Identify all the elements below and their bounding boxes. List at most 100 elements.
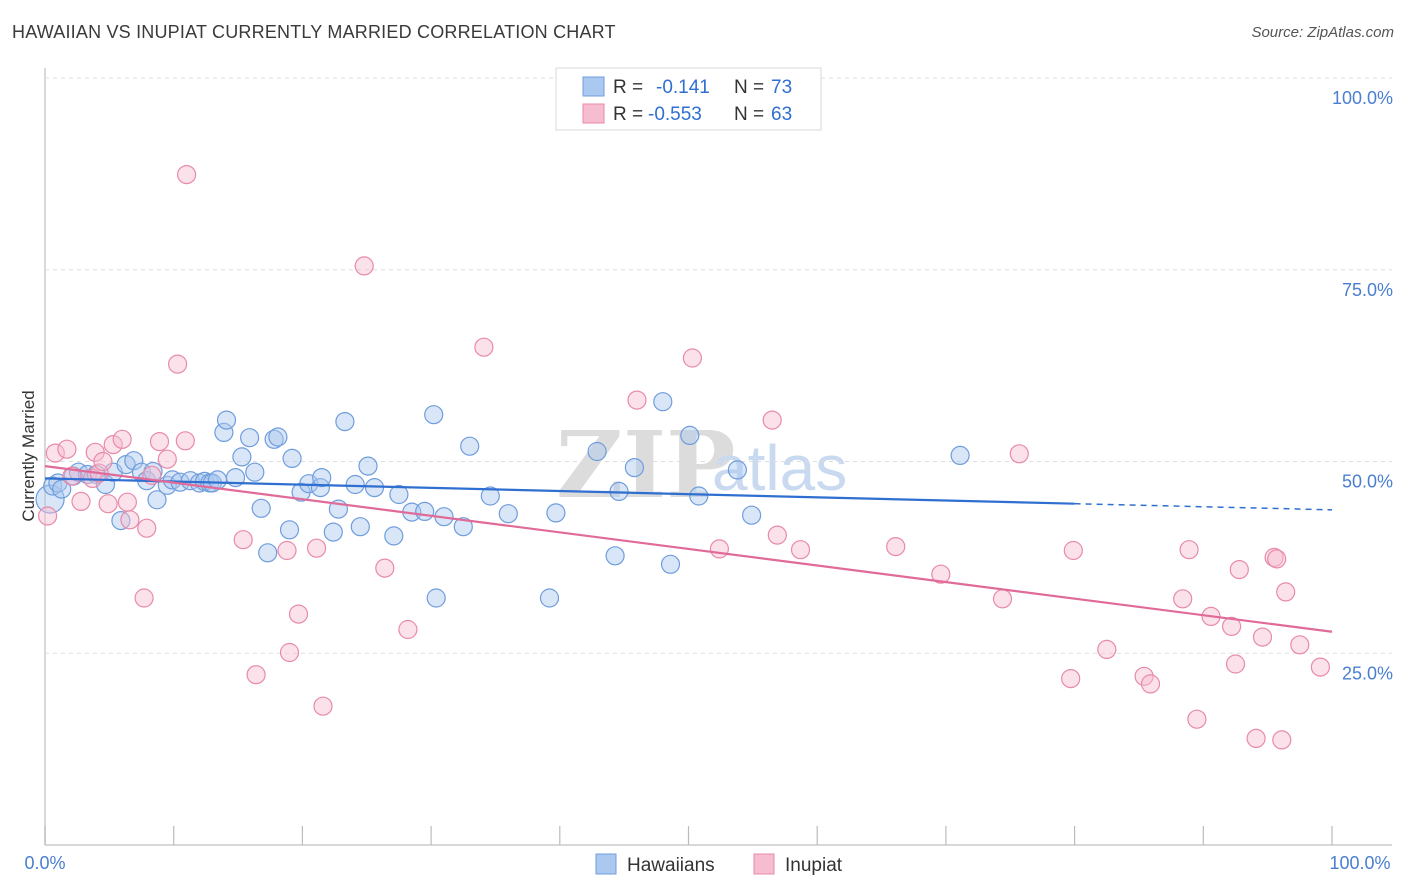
inupiat-point bbox=[137, 518, 157, 538]
hawaiians-point bbox=[345, 474, 365, 495]
y-axis-label: Currently Married bbox=[19, 390, 38, 521]
inupiat-point bbox=[1229, 559, 1249, 580]
inupiat-point bbox=[157, 449, 177, 469]
legend-r-label-2: R = bbox=[613, 104, 643, 125]
legend-n-value-2: 63 bbox=[771, 104, 792, 125]
inupiat-point bbox=[1061, 668, 1081, 689]
inupiat-point bbox=[1221, 616, 1242, 637]
inupiat-point bbox=[62, 466, 82, 486]
inupiat-point bbox=[57, 439, 77, 459]
hawaiians-point bbox=[268, 427, 288, 447]
inupiat-point bbox=[762, 410, 782, 430]
hawaiians-point bbox=[498, 504, 518, 524]
trend-line-hawaiians-extension bbox=[1074, 502, 1333, 511]
hawaiians-point bbox=[480, 486, 500, 506]
inupiat-point bbox=[117, 492, 138, 512]
inupiat-point bbox=[168, 354, 188, 374]
hawaiians-point bbox=[950, 445, 970, 465]
inupiat-point bbox=[93, 451, 113, 472]
legend-swatch-hawaiians bbox=[582, 76, 605, 97]
inupiat-point bbox=[1134, 666, 1154, 686]
inupiat-point bbox=[1310, 657, 1331, 677]
inupiat-point bbox=[1097, 639, 1117, 660]
hawaiians-point bbox=[52, 479, 72, 499]
inupiat-point bbox=[790, 540, 811, 560]
inupiat-point bbox=[279, 642, 300, 663]
correlation-legend: R = -0.141 N = 73 R = -0.553 N = 63 bbox=[555, 67, 822, 131]
bottom-legend-swatch-hawaiians bbox=[595, 853, 617, 875]
hawaiians-point bbox=[279, 520, 300, 540]
hawaiians-point bbox=[453, 517, 473, 537]
hawaiians-point bbox=[232, 447, 252, 467]
hawaiians-point bbox=[312, 468, 332, 488]
inupiat-point bbox=[313, 696, 333, 716]
hawaiians-point bbox=[207, 470, 228, 490]
hawaiians-point bbox=[124, 451, 144, 471]
hawaiians-point bbox=[605, 546, 625, 566]
hawaiians-point bbox=[384, 526, 404, 546]
hawaiians-point bbox=[282, 448, 302, 468]
inupiat-point bbox=[246, 665, 266, 685]
hawaiians-point bbox=[424, 405, 444, 425]
inupiat-point bbox=[1272, 730, 1292, 750]
inupiat-point bbox=[1246, 728, 1266, 749]
inupiat-point bbox=[277, 540, 297, 561]
inupiat-point bbox=[1063, 540, 1083, 561]
hawaiians-point bbox=[660, 554, 681, 574]
inupiat-point bbox=[307, 538, 327, 558]
legend-n-label-1: N = bbox=[734, 77, 764, 98]
inupiat-point bbox=[1140, 674, 1161, 694]
y-tick-label-50: 50.0% bbox=[1342, 472, 1393, 492]
legend-n-value-1: 73 bbox=[771, 77, 792, 98]
hawaiians-point bbox=[653, 392, 673, 412]
inupiat-point bbox=[233, 530, 253, 550]
legend-n-label-2: N = bbox=[734, 104, 764, 125]
x-tick-label-max: 100.0% bbox=[1329, 853, 1390, 873]
hawaiians-point bbox=[310, 478, 330, 498]
trend-line-hawaiians bbox=[44, 477, 1075, 505]
inupiat-point bbox=[354, 256, 374, 276]
watermark-atlas: atlas bbox=[712, 432, 847, 504]
trend-lines bbox=[44, 465, 1333, 633]
inupiat-point bbox=[1290, 635, 1310, 655]
hawaiians-point bbox=[240, 428, 260, 448]
y-tick-label-75: 75.0% bbox=[1342, 280, 1393, 300]
hawaiians-point bbox=[727, 460, 748, 480]
hawaiians-point bbox=[245, 462, 265, 482]
hawaiians-point bbox=[214, 422, 234, 442]
hawaiians-point bbox=[251, 498, 271, 518]
hawaiians-point bbox=[415, 501, 435, 521]
inupiat-point bbox=[1173, 589, 1193, 609]
hawaiians-point bbox=[358, 456, 378, 476]
inupiat-point bbox=[398, 619, 418, 640]
inupiat-point bbox=[767, 525, 787, 545]
inupiat-point bbox=[474, 337, 494, 357]
x-tick-label-min: 0.0% bbox=[24, 853, 65, 873]
hawaiians-point bbox=[689, 486, 709, 506]
hawaiians-point bbox=[460, 436, 480, 456]
inupiat-point bbox=[37, 506, 58, 526]
bottom-legend-label-hawaiians: Hawaiians bbox=[627, 855, 715, 876]
inupiat-point bbox=[627, 390, 647, 410]
chart-title: HAWAIIAN VS INUPIAT CURRENTLY MARRIED CO… bbox=[12, 22, 616, 42]
hawaiians-point bbox=[624, 458, 645, 478]
inupiat-point bbox=[375, 558, 395, 578]
inupiat-point bbox=[886, 536, 906, 557]
hawaiians-point bbox=[335, 412, 355, 432]
bottom-legend-swatch-inupiat bbox=[753, 853, 775, 875]
inupiat-point bbox=[992, 589, 1013, 609]
inupiat-point bbox=[1187, 709, 1207, 729]
y-tick-label-100: 100.0% bbox=[1332, 88, 1393, 108]
inupiat-point bbox=[98, 494, 118, 514]
hawaiians-point bbox=[389, 484, 409, 505]
inupiat-point bbox=[149, 432, 170, 452]
hawaiians-point bbox=[323, 522, 343, 542]
inupiat-point bbox=[112, 429, 132, 449]
hawaiians-point bbox=[539, 588, 560, 608]
y-tick-labels: 25.0% 50.0% 75.0% 100.0% bbox=[1332, 88, 1393, 683]
inupiat-point bbox=[134, 588, 154, 608]
inupiat-point bbox=[1179, 540, 1199, 560]
hawaiians-point bbox=[350, 517, 370, 537]
legend-r-value-2: -0.553 bbox=[648, 104, 702, 125]
